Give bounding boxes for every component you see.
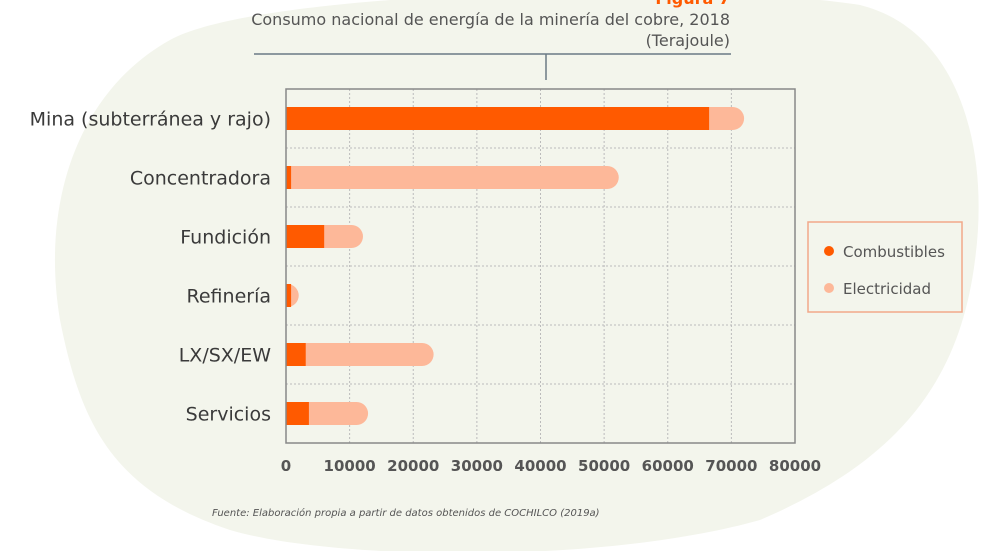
figure-label: Figura 7 [655,0,730,8]
bar-electricidad [286,343,434,366]
category-label: Fundición [180,227,271,249]
plot-frame [285,88,796,444]
legend-box [807,221,963,313]
x-tick-label: 30000 [451,457,503,475]
bar-combustibles [286,284,292,307]
category-label: Refinería [187,286,271,308]
legend-label-combustibles: Combustibles [843,243,945,261]
x-tick-label: 50000 [578,457,630,475]
category-label: Servicios [186,404,271,426]
source-note: Fuente: Elaboración propia a partir de d… [212,507,600,519]
x-tick-label: 60000 [642,457,694,475]
x-tick-label: 70000 [705,457,757,475]
x-tick-label: 20000 [387,457,439,475]
x-tick-label: 0 [281,457,291,475]
bar-combustibles [286,107,710,130]
category-label: Concentradora [130,168,271,190]
bar-electricidad [286,166,619,189]
chart-title: Consumo nacional de energía de la minerí… [251,10,730,29]
legend-label-electricidad: Electricidad [843,280,931,298]
x-tick-label: 40000 [514,457,566,475]
x-tick-label: 80000 [769,457,821,475]
category-label: Mina (subterránea y rajo) [30,109,271,131]
bar-combustibles [286,343,306,366]
x-tick-label: 10000 [324,457,376,475]
chart-subtitle: (Terajoule) [646,31,730,50]
legend: Combustibles Electricidad [807,221,963,313]
bar-combustibles [286,166,292,189]
legend-swatch-electricidad [824,283,834,293]
legend-swatch-combustibles [824,246,834,256]
category-label: LX/SX/EW [179,345,271,367]
bar-combustibles [286,225,325,248]
bar-combustibles [286,402,309,425]
